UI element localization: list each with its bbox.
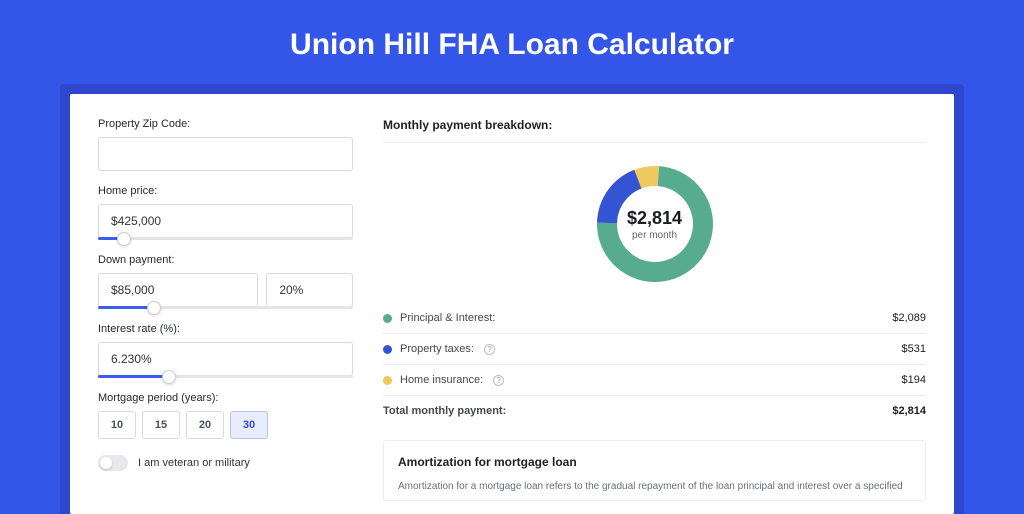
line-item-amount: $194: [902, 374, 926, 386]
line-item-label: Property taxes:: [400, 343, 474, 355]
breakdown-list: Principal & Interest: $2,089 Property ta…: [383, 303, 926, 426]
amortization-title: Amortization for mortgage loan: [398, 455, 911, 469]
field-home-price: Home price:: [98, 185, 353, 240]
donut-container: $2,814 per month: [383, 143, 926, 303]
amortization-text: Amortization for a mortgage loan refers …: [398, 479, 911, 494]
total-label: Total monthly payment:: [383, 405, 506, 417]
line-item-label: Home insurance:: [400, 374, 483, 386]
down-payment-pct-input[interactable]: [266, 273, 353, 307]
veteran-toggle-label: I am veteran or military: [138, 457, 250, 469]
home-price-slider-thumb[interactable]: [117, 232, 131, 246]
line-item-amount: $2,089: [892, 312, 926, 324]
period-option-30[interactable]: 30: [230, 411, 268, 439]
mortgage-period-options: 10 15 20 30: [98, 411, 353, 439]
line-item-amount: $531: [902, 343, 926, 355]
period-option-15[interactable]: 15: [142, 411, 180, 439]
field-zip: Property Zip Code:: [98, 118, 353, 171]
field-mortgage-period: Mortgage period (years): 10 15 20 30: [98, 392, 353, 439]
zip-label: Property Zip Code:: [98, 118, 353, 130]
info-icon[interactable]: ?: [484, 344, 495, 355]
field-interest-rate: Interest rate (%):: [98, 323, 353, 378]
payment-donut-chart: $2,814 per month: [590, 159, 720, 289]
form-panel: Property Zip Code: Home price: Down paym…: [98, 118, 353, 490]
amortization-card: Amortization for mortgage loan Amortizat…: [383, 440, 926, 501]
veteran-toggle-row: I am veteran or military: [98, 455, 353, 471]
swatch-icon: [383, 314, 392, 323]
line-item-label: Principal & Interest:: [400, 312, 495, 324]
interest-rate-label: Interest rate (%):: [98, 323, 353, 335]
breakdown-title: Monthly payment breakdown:: [383, 118, 926, 143]
down-payment-slider-fill: [98, 306, 154, 309]
donut-amount: $2,814: [627, 208, 682, 229]
zip-input[interactable]: [98, 137, 353, 171]
period-option-10[interactable]: 10: [98, 411, 136, 439]
down-payment-slider-thumb[interactable]: [147, 301, 161, 315]
info-icon[interactable]: ?: [493, 375, 504, 386]
donut-sub: per month: [632, 230, 677, 241]
home-price-input[interactable]: [98, 204, 353, 238]
veteran-toggle[interactable]: [98, 455, 128, 471]
total-amount: $2,814: [892, 405, 926, 417]
swatch-icon: [383, 345, 392, 354]
interest-rate-slider-thumb[interactable]: [162, 370, 176, 384]
period-option-20[interactable]: 20: [186, 411, 224, 439]
mortgage-period-label: Mortgage period (years):: [98, 392, 353, 404]
interest-rate-slider-fill: [98, 375, 169, 378]
down-payment-input[interactable]: [98, 273, 258, 307]
calculator-card: Property Zip Code: Home price: Down paym…: [70, 94, 954, 514]
down-payment-label: Down payment:: [98, 254, 353, 266]
line-item-insurance: Home insurance: ? $194: [383, 365, 926, 396]
field-down-payment: Down payment:: [98, 254, 353, 309]
card-shadow: Property Zip Code: Home price: Down paym…: [60, 84, 964, 514]
line-item-principal: Principal & Interest: $2,089: [383, 303, 926, 334]
page-title: Union Hill FHA Loan Calculator: [0, 0, 1024, 84]
interest-rate-slider[interactable]: [98, 375, 353, 378]
home-price-label: Home price:: [98, 185, 353, 197]
breakdown-panel: Monthly payment breakdown: $2,814 per mo…: [383, 118, 926, 490]
interest-rate-input[interactable]: [98, 342, 353, 376]
line-item-total: Total monthly payment: $2,814: [383, 396, 926, 426]
home-price-slider[interactable]: [98, 237, 353, 240]
line-item-taxes: Property taxes: ? $531: [383, 334, 926, 365]
donut-center: $2,814 per month: [590, 159, 720, 289]
down-payment-slider[interactable]: [98, 306, 353, 309]
swatch-icon: [383, 376, 392, 385]
